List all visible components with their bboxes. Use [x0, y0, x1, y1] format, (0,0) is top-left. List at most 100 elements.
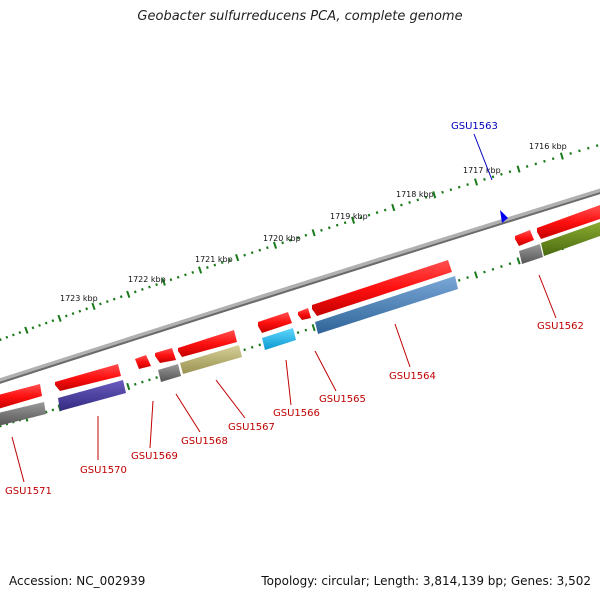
scale-dot	[400, 203, 403, 207]
gene-label-gsu1562[interactable]: GSU1562	[537, 321, 584, 332]
scale-dot	[250, 251, 254, 255]
accession-text: Accession: NC_002939	[9, 574, 146, 588]
scale-dot	[578, 149, 581, 153]
scale-dot	[141, 380, 144, 384]
scale-major-tick	[311, 323, 316, 332]
tick-label: 1721 kbp	[195, 255, 233, 264]
scale-major-tick	[474, 178, 478, 186]
scale-dot	[0, 338, 2, 342]
scale-dot	[500, 265, 503, 268]
cds-features[interactable]	[0, 205, 600, 409]
feature-bar-steel[interactable]	[315, 276, 458, 334]
gene-marker-gsu1563[interactable]	[500, 210, 508, 223]
scale-dot	[586, 146, 590, 150]
leader-line	[149, 400, 154, 449]
map-title: Geobacter sulfurreducens PCA, complete g…	[137, 9, 463, 24]
scale-dot	[343, 221, 347, 225]
gene-label-gsu1566[interactable]: GSU1566	[273, 408, 320, 419]
feature-bar-navy[interactable]	[58, 380, 126, 411]
scale-dot	[105, 300, 109, 304]
cds-arrow[interactable]	[537, 205, 600, 239]
scale-major-tick	[391, 203, 396, 212]
scale-major-tick	[24, 326, 29, 334]
tick-label: 1722 kbp	[128, 275, 166, 284]
scale-dot	[266, 246, 269, 250]
leader-line	[538, 274, 557, 319]
tick-label: 1723 kbp	[60, 294, 98, 303]
scale-labels: 1716 kbp 1717 kbp 1718 kbp 1719 kbp 1720…	[60, 142, 567, 303]
tick-label: 1717 kbp	[463, 166, 501, 175]
scale-major-tick	[516, 257, 521, 265]
scale-dot	[99, 302, 102, 306]
scale-dot	[441, 190, 444, 194]
scale-dot	[375, 211, 379, 215]
gene-label-gsu1563[interactable]: GSU1563	[451, 121, 498, 132]
scale-dot	[595, 144, 599, 148]
scale-dot	[220, 261, 224, 265]
feature-bar-gray[interactable]	[0, 402, 46, 426]
gene-label-gsu1570[interactable]: GSU1570	[80, 465, 127, 476]
scale-dot	[304, 233, 308, 237]
scale-dot	[289, 238, 292, 242]
scale-major-tick	[161, 278, 166, 286]
feature-bar-gray[interactable]	[158, 364, 181, 382]
cds-arrow[interactable]	[155, 348, 176, 363]
cds-arrow[interactable]	[312, 260, 452, 316]
cds-arrow[interactable]	[258, 312, 292, 333]
scale-dot	[133, 290, 137, 294]
scale-dot	[258, 343, 262, 347]
scale-major-tick	[311, 229, 316, 237]
scale-dot	[228, 258, 231, 262]
other-features[interactable]	[0, 222, 600, 426]
gene-label-gsu1567[interactable]: GSU1567	[228, 422, 275, 433]
scale-dot	[508, 170, 512, 174]
scale-dot	[457, 278, 461, 282]
scale-dot	[112, 297, 116, 301]
scale-dot	[327, 226, 331, 230]
scale-dot	[525, 165, 529, 168]
scale-major-tick	[516, 165, 521, 173]
scale-dot	[491, 267, 495, 271]
scale-dot	[148, 285, 151, 289]
feature-bar-gray[interactable]	[519, 244, 543, 264]
scale-dot	[491, 175, 495, 179]
cds-arrow[interactable]	[0, 384, 42, 409]
leader-line	[11, 436, 25, 483]
scale-dot	[78, 309, 82, 313]
scale-dot	[408, 201, 411, 204]
genome-backbone-shadow	[0, 192, 600, 384]
scale-dot	[64, 314, 68, 318]
gene-label-gsu1569[interactable]: GSU1569	[131, 451, 178, 462]
cds-arrow[interactable]	[135, 355, 151, 369]
scale-dot	[38, 323, 41, 327]
scale-dot	[534, 162, 538, 166]
scale-ring-outer	[0, 144, 599, 342]
genome-backbone	[0, 188, 600, 384]
tick-label: 1719 kbp	[330, 212, 368, 221]
scale-major-tick	[432, 191, 437, 199]
feature-bar-cyan[interactable]	[262, 328, 296, 350]
scale-major-tick	[198, 266, 203, 274]
cds-arrow[interactable]	[178, 330, 237, 357]
cds-arrow[interactable]	[515, 230, 534, 246]
cds-arrow[interactable]	[55, 364, 121, 391]
gene-label-gsu1564[interactable]: GSU1564	[389, 371, 436, 382]
gene-label-gsu1568[interactable]: GSU1568	[181, 436, 228, 447]
scale-dot	[206, 266, 209, 269]
scale-dot	[155, 376, 158, 380]
gene-label-gsu1565[interactable]: GSU1565	[319, 394, 366, 405]
leader-line	[215, 379, 246, 419]
feature-bar-green[interactable]	[541, 222, 600, 256]
scale-dot	[466, 183, 469, 187]
scale-dot	[18, 331, 22, 335]
scale-dot	[449, 188, 453, 192]
genome-summary-text: Topology: circular; Length: 3,814,139 bp…	[261, 574, 591, 588]
scale-major-tick	[272, 241, 278, 249]
scale-dot	[551, 157, 555, 161]
cds-arrow[interactable]	[298, 308, 311, 320]
scale-dot	[243, 348, 246, 352]
gene-label-gsu1571[interactable]: GSU1571	[5, 486, 52, 497]
scale-dot	[483, 270, 486, 274]
feature-bar-olive[interactable]	[180, 345, 242, 374]
